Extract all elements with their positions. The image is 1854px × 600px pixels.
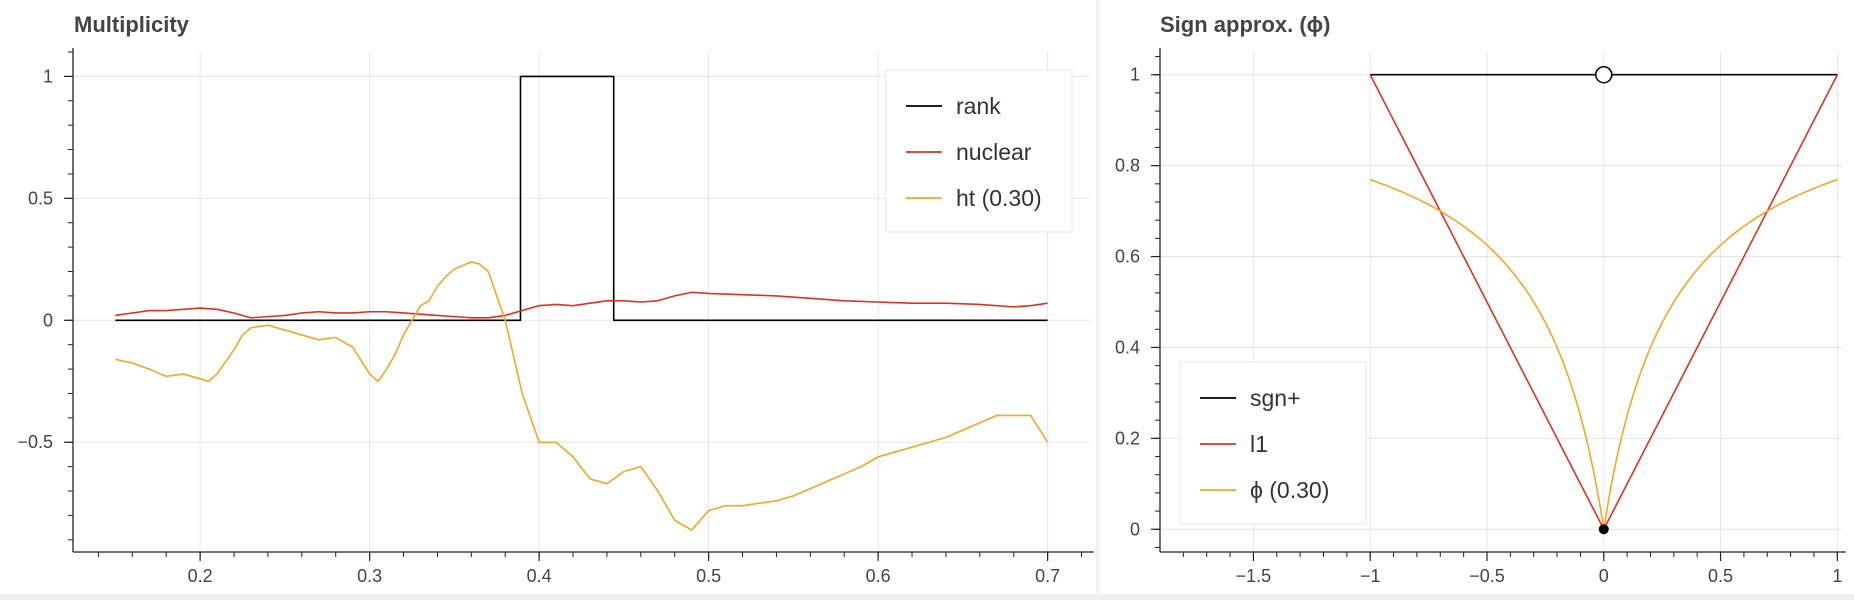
sign-approx-title: Sign approx. (ϕ)	[1160, 12, 1331, 37]
multiplicity-y-tick-label-2: 0.5	[28, 188, 53, 208]
sign-approx-open-marker	[1595, 65, 1613, 84]
multiplicity-x-tick-label-4: 0.6	[866, 566, 891, 586]
multiplicity-legend-label-1: nuclear	[956, 139, 1032, 165]
sign-approx-chart: −1.5 −1 −0.5 0 0.5 1 0 0.2 0.4 0.6 0.8 1 sgn+ l1 ϕ (0.…	[1115, 48, 1846, 586]
multiplicity-y-tick-label-3: 1	[43, 66, 53, 86]
multiplicity-chart: 0.2 0.3 0.4 0.5 0.6 0.7 −0.5 0 0.5 1 rank nuclear ht…	[17, 48, 1094, 586]
multiplicity-legend-box	[885, 69, 1073, 233]
sign-approx-x-tick-label-1: −1	[1360, 566, 1381, 586]
multiplicity-panel: Multiplicity 0.2 0.3 0.4 0.5 0.6 0.7 −0.5 0 0.5 1…	[17, 12, 1094, 586]
multiplicity-legend-label-0: rank	[956, 93, 1001, 119]
sign-approx-legend-label-2: ϕ (0.30)	[1250, 477, 1329, 503]
multiplicity-y-tick-label-1: 0	[43, 310, 53, 330]
sign-approx-y-tick-label-3: 0.6	[1115, 247, 1140, 267]
multiplicity-x-tick-label-2: 0.4	[527, 566, 552, 586]
multiplicity-series-nuclear-line	[115, 291, 1048, 319]
sign-approx-y-tick-label-1: 0.2	[1115, 428, 1140, 448]
sign-approx-y-tick-label-2: 0.4	[1115, 337, 1140, 357]
sign-approx-legend-box	[1179, 361, 1367, 525]
multiplicity-series-rank-line	[115, 75, 1048, 322]
sign-approx-y-tick-label-0: 0	[1130, 519, 1140, 539]
multiplicity-x-tick-label-5: 0.7	[1035, 566, 1060, 586]
sign-approx-x-tick-label-0: −1.5	[1236, 566, 1272, 586]
multiplicity-x-tick-label-3: 0.5	[696, 566, 721, 586]
multiplicity-x-tick-label-0: 0.2	[188, 566, 213, 586]
sign-approx-x-tick-label-2: −0.5	[1469, 566, 1505, 586]
sign-approx-y-tick-label-5: 1	[1130, 65, 1140, 85]
sign-approx-x-tick-label-3: 0	[1599, 566, 1609, 586]
multiplicity-legend-label-2: ht (0.30)	[956, 185, 1042, 211]
sign-approx-y-tick-label-4: 0.8	[1115, 156, 1140, 176]
multiplicity-y-tick-label-0: −0.5	[17, 432, 53, 452]
sign-approx-x-tick-label-5: 1	[1832, 566, 1842, 586]
sign-approx-x-tick-label-4: 0.5	[1708, 566, 1733, 586]
multiplicity-title: Multiplicity	[74, 12, 189, 37]
sign-approx-legend-label-0: sgn+	[1250, 385, 1301, 411]
sign-approx-panel: Sign approx. (ϕ) −1.5 −1 −0.5 0 0.5 1 0 0.2 0.4 0…	[1100, 0, 1854, 600]
sign-approx-filled-marker	[1598, 524, 1609, 535]
bottom-strip	[0, 594, 1854, 600]
multiplicity-x-tick-label-1: 0.3	[357, 566, 382, 586]
sign-approx-legend-label-1: l1	[1250, 431, 1268, 457]
multiplicity-series-ht-0-30--line	[115, 260, 1049, 531]
